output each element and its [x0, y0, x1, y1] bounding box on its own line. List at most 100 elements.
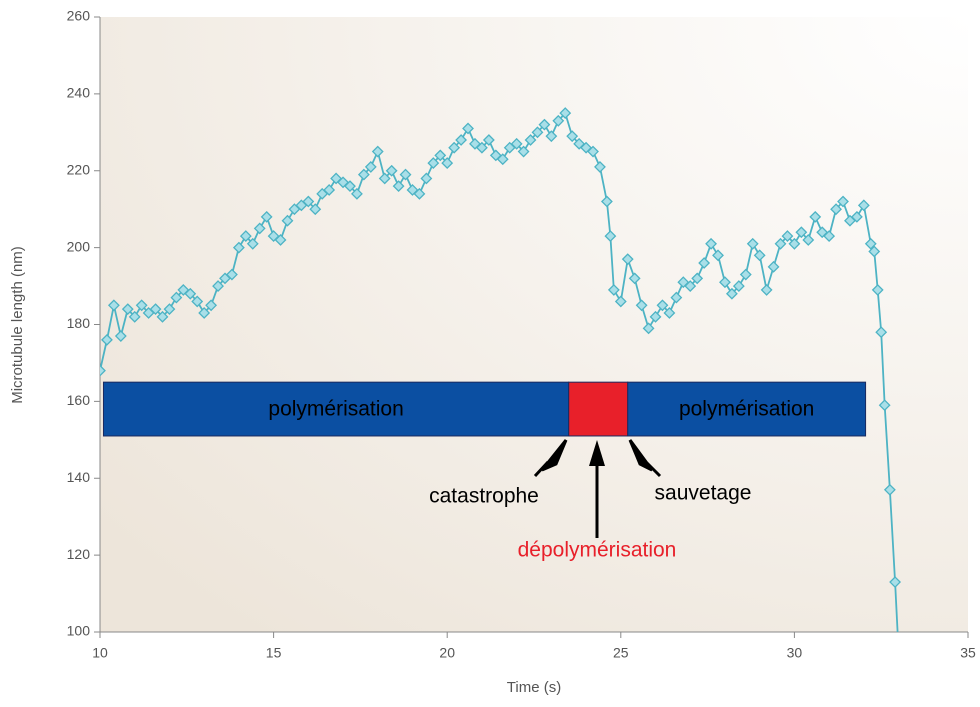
point	[531, 126, 544, 139]
point	[580, 141, 592, 154]
point	[635, 299, 648, 312]
x-tick-label: 25	[613, 645, 629, 661]
point	[323, 184, 336, 196]
point	[399, 168, 412, 181]
point	[691, 272, 704, 285]
point	[170, 291, 183, 304]
point	[837, 195, 849, 208]
point	[344, 180, 356, 193]
point	[802, 234, 815, 246]
point	[552, 114, 565, 127]
y-tick-label: 120	[67, 546, 91, 562]
point	[281, 214, 294, 227]
point	[604, 230, 617, 243]
point	[760, 283, 773, 296]
point	[462, 122, 474, 135]
x-axis-label: Time (s)	[507, 679, 561, 696]
plot-area	[100, 17, 968, 632]
x-tick-label: 10	[92, 645, 108, 661]
point	[330, 172, 343, 185]
annotation: catastrophe	[429, 485, 539, 508]
point	[607, 283, 620, 296]
point	[871, 283, 884, 296]
point	[184, 287, 197, 300]
point	[149, 303, 162, 316]
arrow-head	[589, 440, 605, 466]
point	[573, 137, 586, 150]
point	[434, 149, 447, 162]
point	[198, 307, 211, 319]
point	[781, 230, 794, 243]
point	[267, 230, 280, 243]
point	[135, 299, 148, 312]
band-label: polymérisation	[268, 398, 403, 421]
point	[698, 257, 711, 269]
x-tick-label: 15	[266, 645, 282, 661]
point	[121, 303, 134, 316]
point	[621, 253, 634, 266]
point	[510, 137, 523, 150]
point	[795, 226, 808, 239]
point	[351, 187, 363, 200]
annotations: catastrophe sauvetage dépolymérisation	[429, 439, 751, 562]
y-tick-label: 180	[67, 315, 91, 331]
point	[559, 107, 572, 120]
point	[455, 134, 468, 146]
band	[627, 381, 867, 437]
point	[100, 364, 106, 377]
point	[392, 180, 405, 193]
point	[857, 199, 870, 212]
point	[476, 141, 488, 154]
point	[594, 160, 606, 173]
point	[670, 291, 683, 304]
point	[753, 249, 766, 262]
point	[385, 164, 398, 177]
point	[163, 303, 176, 316]
point	[448, 141, 461, 154]
point	[420, 172, 433, 185]
point	[191, 295, 204, 308]
point	[663, 307, 676, 319]
point	[614, 295, 627, 308]
y-axis-label: Microtubule length (nm)	[9, 246, 26, 404]
point	[239, 230, 252, 243]
point	[538, 118, 551, 131]
point	[253, 222, 266, 235]
y-tick-label: 140	[67, 469, 91, 485]
point	[260, 210, 273, 223]
band-label: polymérisation	[679, 398, 814, 421]
y-tick-label: 160	[67, 392, 91, 408]
point	[107, 299, 120, 312]
point	[677, 276, 690, 289]
point	[378, 172, 391, 185]
point	[114, 330, 127, 342]
point	[875, 326, 888, 339]
point	[212, 280, 224, 292]
point	[274, 234, 287, 246]
arrow	[533, 439, 568, 478]
point	[469, 137, 481, 150]
point	[226, 268, 238, 281]
point	[427, 157, 440, 169]
point	[889, 576, 902, 588]
point	[883, 483, 896, 496]
point	[205, 299, 218, 312]
point	[156, 310, 169, 323]
x-tick-label: 35	[960, 645, 976, 661]
point	[496, 153, 509, 166]
point	[739, 268, 752, 281]
point	[642, 322, 655, 335]
point	[101, 333, 113, 346]
point	[364, 160, 377, 173]
point	[441, 157, 454, 169]
point	[232, 241, 245, 254]
y-tick-label: 100	[67, 623, 91, 639]
arrow	[628, 439, 662, 478]
point	[684, 280, 697, 292]
band	[102, 381, 570, 437]
point	[545, 130, 558, 143]
y-tick-label: 220	[67, 161, 91, 177]
point	[566, 130, 579, 143]
point	[868, 245, 881, 258]
